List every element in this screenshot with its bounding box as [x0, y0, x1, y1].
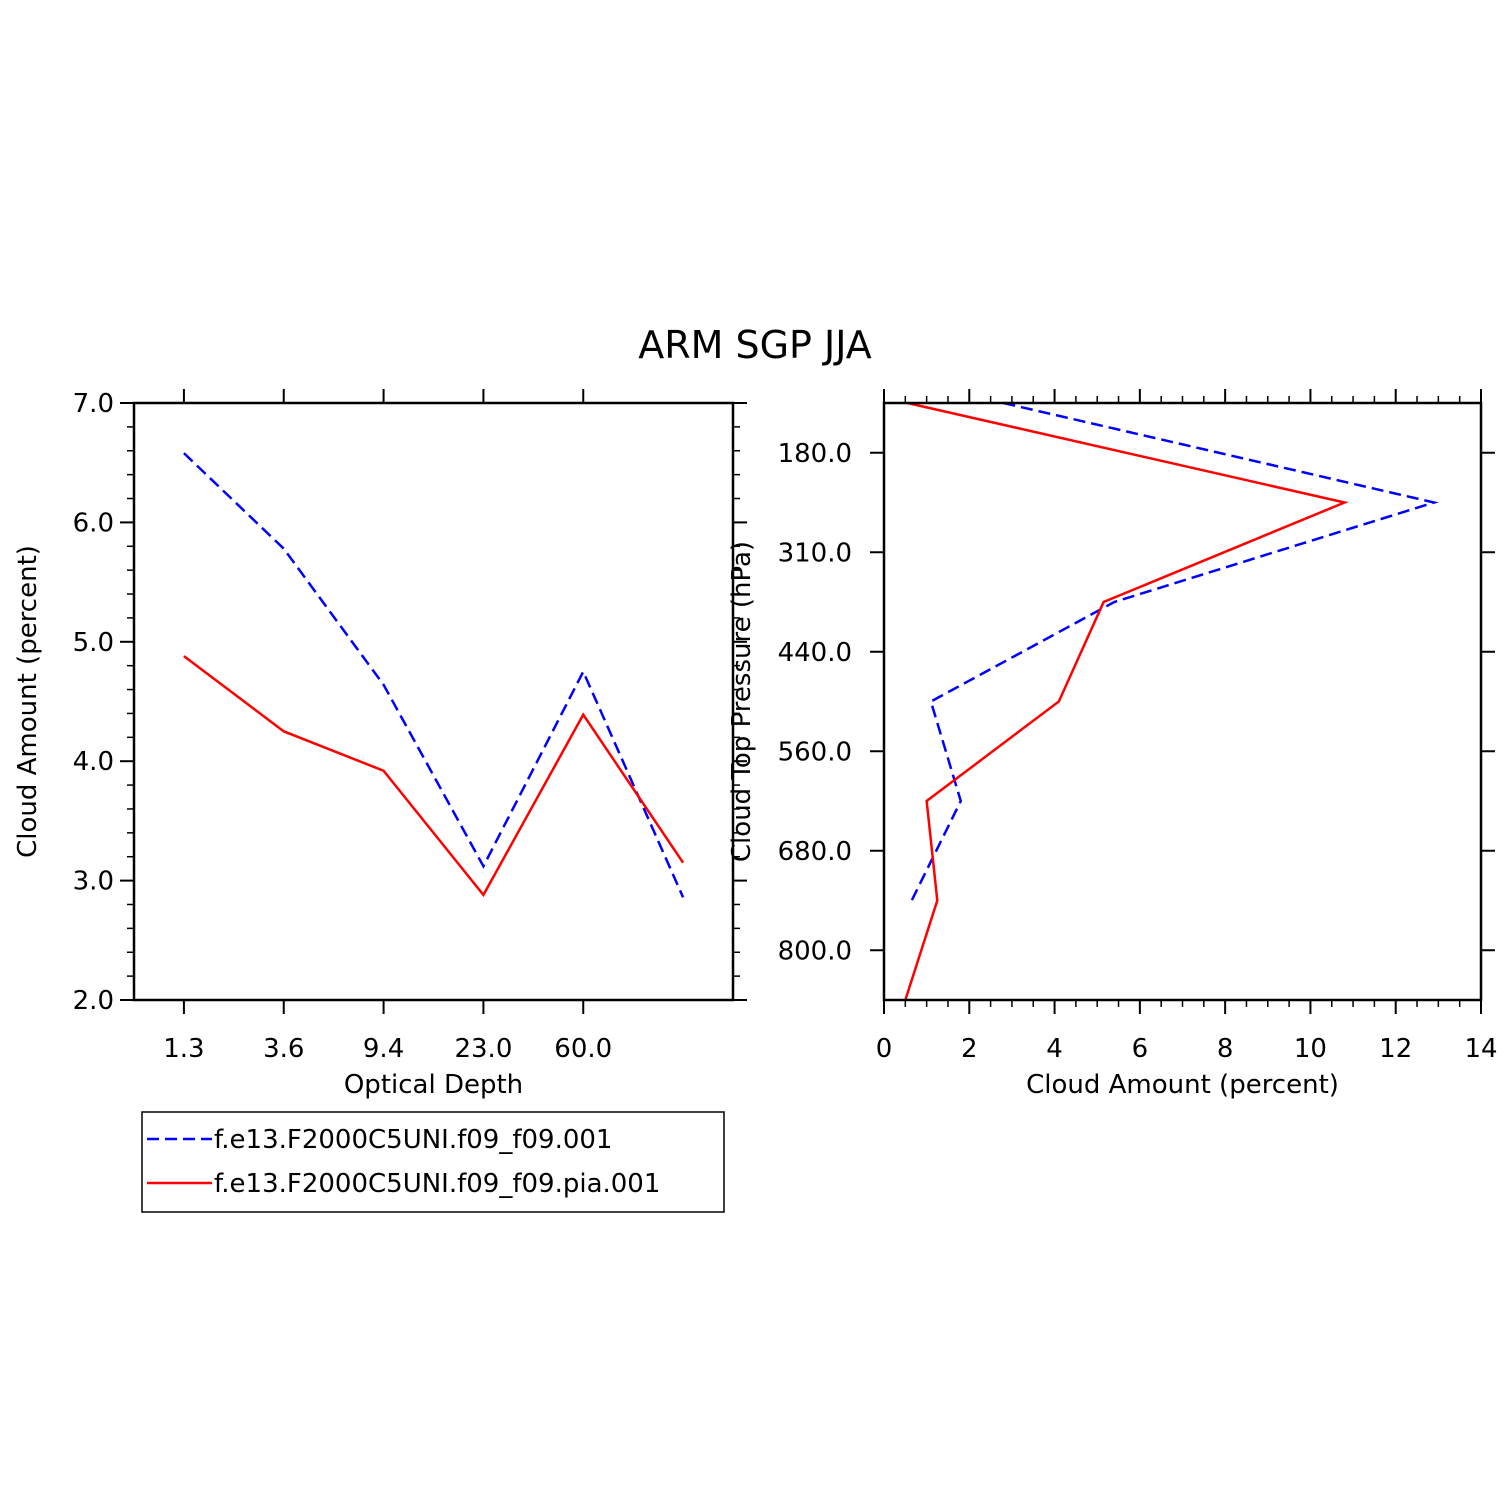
- left-series-line-2: [183, 655, 685, 898]
- legend-label-series-2: f.e13.F2000C5UNI.f09_f09.pia.001: [214, 1169, 660, 1199]
- right-series-line-2: [904, 401, 1349, 1001]
- right-chart: 0 2 4 6 8 10 12 14 180.0 310.0 440.0 560.0 680.0 800.…: [727, 389, 1498, 1100]
- right-xtick-label: 12: [1379, 1034, 1412, 1064]
- left-xtick-label: 3.6: [263, 1034, 304, 1064]
- right-xtick-label: 14: [1464, 1034, 1497, 1064]
- right-ytick-label: 800.0: [778, 936, 852, 966]
- left-y-axis-label: Cloud Amount (percent): [13, 545, 43, 858]
- legend: f.e13.F2000C5UNI.f09_f09.001 f.e13.F2000…: [141, 1111, 725, 1213]
- right-y-axis-label: Cloud Top Pressure (hPa): [727, 541, 757, 862]
- left-x-axis-label: Optical Depth: [344, 1070, 523, 1100]
- right-ytick-label: 680.0: [778, 837, 852, 867]
- right-xtick-label: 2: [961, 1034, 978, 1064]
- right-ytick-label: 440.0: [778, 638, 852, 668]
- left-ytick-label: 6.0: [73, 508, 114, 538]
- chart-title: ARM SGP JJA: [638, 323, 872, 367]
- left-ytick-label: 7.0: [73, 389, 114, 419]
- left-ytick-label: 5.0: [73, 628, 114, 658]
- right-xtick-label: 6: [1132, 1034, 1149, 1064]
- legend-box: [141, 1111, 725, 1213]
- left-ytick-label: 3.0: [73, 867, 114, 897]
- right-series-line-1: [910, 401, 1439, 902]
- left-xtick-label: 9.4: [363, 1034, 404, 1064]
- left-xtick-label: 1.3: [163, 1034, 204, 1064]
- left-series-line-1: [183, 452, 685, 898]
- right-ytick-label: 180.0: [778, 439, 852, 469]
- right-xtick-label: 0: [876, 1034, 893, 1064]
- left-xtick-label: 23.0: [454, 1034, 512, 1064]
- legend-label-series-1: f.e13.F2000C5UNI.f09_f09.001: [214, 1125, 612, 1155]
- left-chart: 2.0 3.0 4.0 5.0 6.0 7.0 1.3 3.6 9.4 23.0 60.0 Optic…: [13, 389, 747, 1100]
- right-ytick-label: 310.0: [778, 538, 852, 568]
- right-ytick-label: 560.0: [778, 737, 852, 767]
- left-ytick-label: 2.0: [73, 986, 114, 1016]
- right-plot-frame: [882, 401, 1483, 1002]
- right-xtick-label: 10: [1294, 1034, 1327, 1064]
- right-xtick-label: 8: [1217, 1034, 1234, 1064]
- right-x-axis-label: Cloud Amount (percent): [1026, 1070, 1339, 1100]
- left-plot-frame: [132, 401, 735, 1002]
- left-xtick-label: 60.0: [554, 1034, 612, 1064]
- left-ytick-label: 4.0: [73, 747, 114, 777]
- right-xtick-label: 4: [1046, 1034, 1063, 1064]
